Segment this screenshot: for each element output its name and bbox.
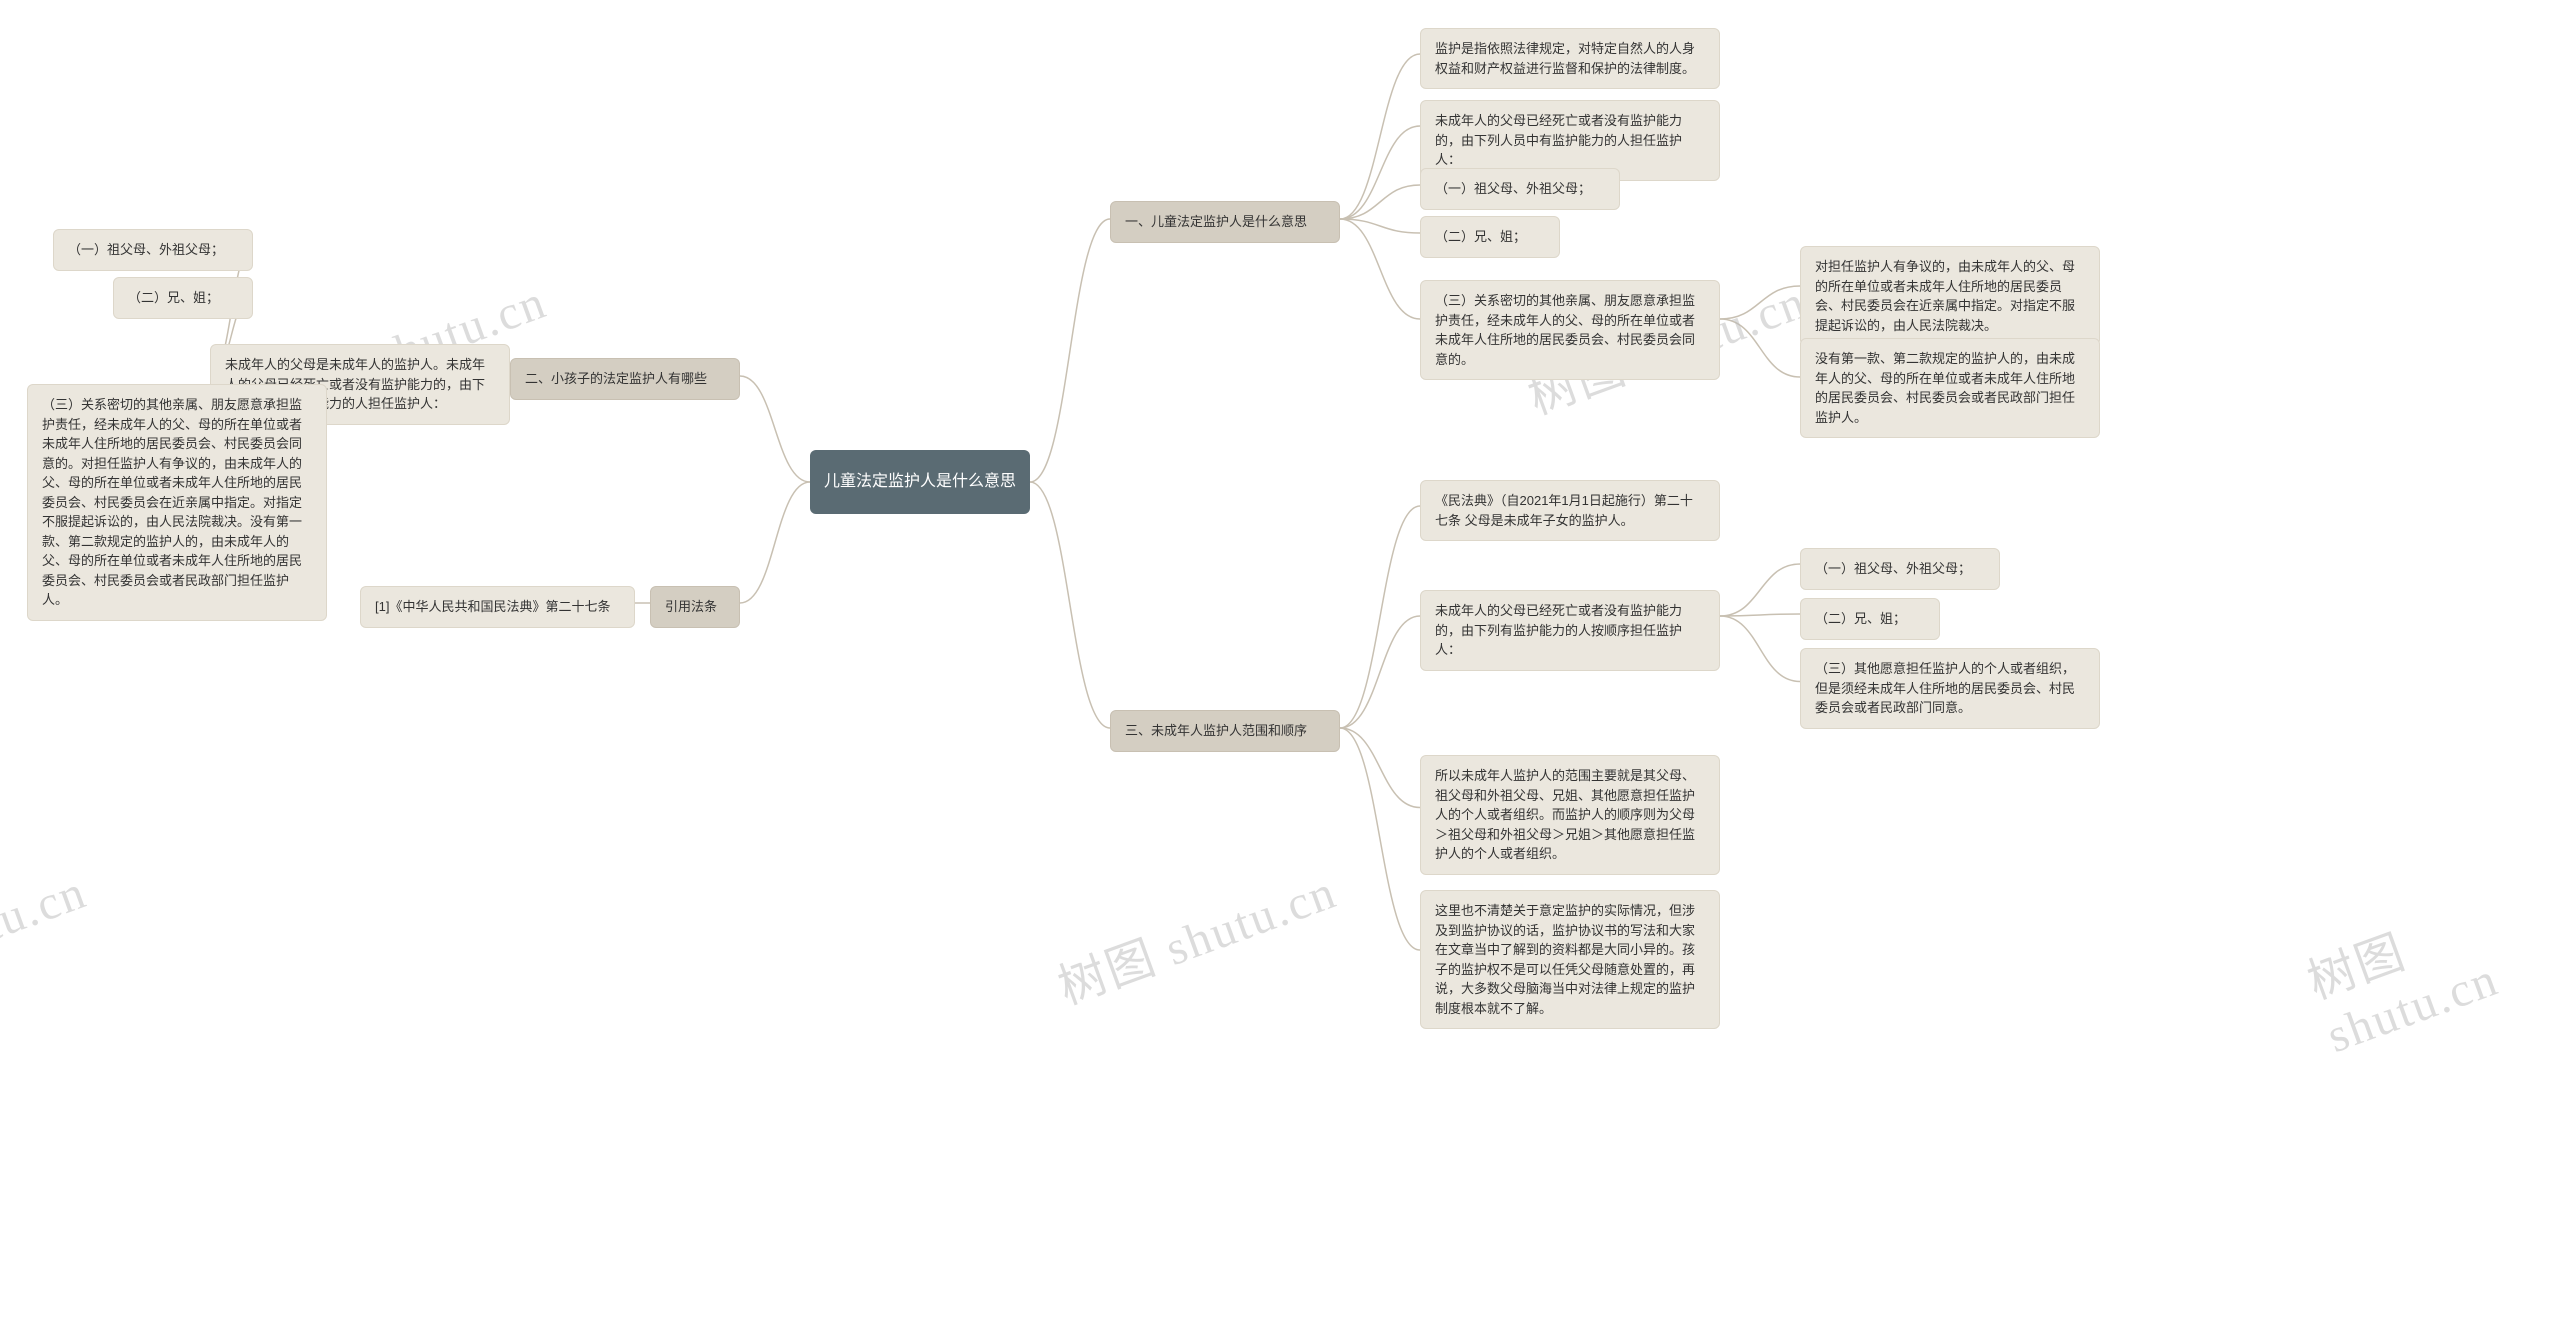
connector xyxy=(1340,126,1420,219)
connector xyxy=(1340,616,1420,728)
node-label: （三）其他愿意担任监护人的个人或者组织，但是须经未成年人住所地的居民委员会、村民… xyxy=(1815,659,2085,718)
node-label: 监护是指依照法律规定，对特定自然人的人身权益和财产权益进行监督和保护的法律制度。 xyxy=(1435,39,1705,78)
node-r1c[interactable]: （一）祖父母、外祖父母； xyxy=(1420,168,1620,210)
watermark: 树图 shutu.cn xyxy=(0,852,95,1017)
node-r1e1[interactable]: 对担任监护人有争议的，由未成年人的父、母的所在单位或者未成年人住所地的居民委员会… xyxy=(1800,246,2100,346)
connector xyxy=(1720,616,1800,682)
connector xyxy=(1340,219,1420,233)
node-r1d[interactable]: （二）兄、姐； xyxy=(1420,216,1560,258)
node-label: 这里也不清楚关于意定监护的实际情况，但涉及到监护协议的话，监护协议书的写法和大家… xyxy=(1435,901,1705,1018)
node-label: （三）关系密切的其他亲属、朋友愿意承担监护责任，经未成年人的父、母的所在单位或者… xyxy=(42,395,312,610)
connector xyxy=(1340,219,1420,319)
watermark: 树图 shutu.cn xyxy=(1047,852,1345,1017)
connector xyxy=(740,482,810,603)
connector xyxy=(1030,482,1110,728)
node-label: （一）祖父母、外祖父母； xyxy=(1815,559,1971,579)
node-r3c[interactable]: 所以未成年人监护人的范围主要就是其父母、祖父母和外祖父母、兄姐、其他愿意担任监护… xyxy=(1420,755,1720,875)
node-label: （三）关系密切的其他亲属、朋友愿意承担监护责任，经未成年人的父、母的所在单位或者… xyxy=(1435,291,1705,369)
node-label: 未成年人的父母已经死亡或者没有监护能力的，由下列有监护能力的人按顺序担任监护人： xyxy=(1435,601,1705,660)
node-r3a[interactable]: 《民法典》（自2021年1月1日起施行）第二十七条 父母是未成年子女的监护人。 xyxy=(1420,480,1720,541)
node-label: （一）祖父母、外祖父母； xyxy=(1435,179,1591,199)
node-label: 引用法条 xyxy=(665,597,717,617)
root-node[interactable]: 儿童法定监护人是什么意思 xyxy=(810,450,1030,514)
connector xyxy=(1340,506,1420,728)
connector xyxy=(1720,286,1800,319)
node-label: [1]《中华人民共和国民法典》第二十七条 xyxy=(375,597,610,617)
node-r3b3[interactable]: （三）其他愿意担任监护人的个人或者组织，但是须经未成年人住所地的居民委员会、村民… xyxy=(1800,648,2100,729)
node-label: 三、未成年人监护人范围和顺序 xyxy=(1125,721,1307,741)
connector xyxy=(740,376,810,482)
node-r3b[interactable]: 未成年人的父母已经死亡或者没有监护能力的，由下列有监护能力的人按顺序担任监护人： xyxy=(1420,590,1720,671)
node-l2a2[interactable]: （二）兄、姐； xyxy=(113,277,253,319)
node-l2a1[interactable]: （一）祖父母、外祖父母； xyxy=(53,229,253,271)
node-r1e2[interactable]: 没有第一款、第二款规定的监护人的，由未成年人的父、母的所在单位或者未成年人住所地… xyxy=(1800,338,2100,438)
node-label: 未成年人的父母已经死亡或者没有监护能力的，由下列人员中有监护能力的人担任监护人： xyxy=(1435,111,1705,170)
node-r1a[interactable]: 监护是指依照法律规定，对特定自然人的人身权益和财产权益进行监督和保护的法律制度。 xyxy=(1420,28,1720,89)
node-label: 所以未成年人监护人的范围主要就是其父母、祖父母和外祖父母、兄姐、其他愿意担任监护… xyxy=(1435,766,1705,864)
connector xyxy=(1720,319,1800,377)
node-l4a[interactable]: [1]《中华人民共和国民法典》第二十七条 xyxy=(360,586,635,628)
connector-layer xyxy=(0,0,2560,1331)
node-label: 对担任监护人有争议的，由未成年人的父、母的所在单位或者未成年人住所地的居民委员会… xyxy=(1815,257,2085,335)
connector xyxy=(1340,54,1420,219)
node-l4[interactable]: 引用法条 xyxy=(650,586,740,628)
node-l2a3[interactable]: （三）关系密切的其他亲属、朋友愿意承担监护责任，经未成年人的父、母的所在单位或者… xyxy=(27,384,327,621)
node-l2[interactable]: 二、小孩子的法定监护人有哪些 xyxy=(510,358,740,400)
node-label: 二、小孩子的法定监护人有哪些 xyxy=(525,369,707,389)
node-r3[interactable]: 三、未成年人监护人范围和顺序 xyxy=(1110,710,1340,752)
node-r1e[interactable]: （三）关系密切的其他亲属、朋友愿意承担监护责任，经未成年人的父、母的所在单位或者… xyxy=(1420,280,1720,380)
node-label: （二）兄、姐； xyxy=(1435,227,1526,247)
connector xyxy=(1720,614,1800,616)
connector xyxy=(1340,728,1420,808)
node-label: 没有第一款、第二款规定的监护人的，由未成年人的父、母的所在单位或者未成年人住所地… xyxy=(1815,349,2085,427)
node-label: （一）祖父母、外祖父母； xyxy=(68,240,224,260)
node-r3b1[interactable]: （一）祖父母、外祖父母； xyxy=(1800,548,2000,590)
connector xyxy=(1720,564,1800,616)
node-r1[interactable]: 一、儿童法定监护人是什么意思 xyxy=(1110,201,1340,243)
node-label: （二）兄、姐； xyxy=(1815,609,1906,629)
watermark: 树图 shutu.cn xyxy=(2296,861,2560,1064)
root-label: 儿童法定监护人是什么意思 xyxy=(824,470,1016,494)
connector xyxy=(1340,728,1420,950)
connector xyxy=(1030,219,1110,482)
node-label: 《民法典》（自2021年1月1日起施行）第二十七条 父母是未成年子女的监护人。 xyxy=(1435,491,1705,530)
mindmap-canvas: 树图 shutu.cn树图 shutu.cn树图 shutu.cn树图 shut… xyxy=(0,0,2560,1331)
node-r3b2[interactable]: （二）兄、姐； xyxy=(1800,598,1940,640)
node-r3d[interactable]: 这里也不清楚关于意定监护的实际情况，但涉及到监护协议的话，监护协议书的写法和大家… xyxy=(1420,890,1720,1029)
connector xyxy=(1340,185,1420,219)
node-label: （二）兄、姐； xyxy=(128,288,219,308)
node-label: 一、儿童法定监护人是什么意思 xyxy=(1125,212,1307,232)
